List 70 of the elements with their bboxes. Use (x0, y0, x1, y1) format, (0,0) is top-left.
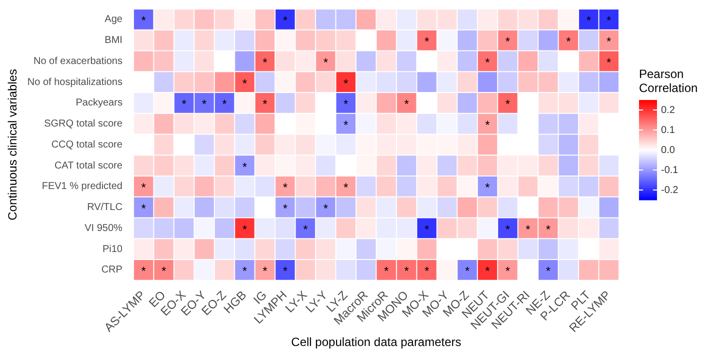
data-label: * (262, 264, 268, 278)
data-label: * (141, 264, 146, 278)
color-bar-label: -0.2 (661, 184, 679, 196)
y-tick-label: Pi10 (102, 244, 123, 255)
y-tick-label: CAT total score (54, 160, 123, 172)
data-label: * (505, 264, 510, 278)
data-label: * (586, 14, 592, 28)
data-label: * (344, 118, 349, 132)
color-bar-title: Pearson Correlation (639, 67, 698, 95)
data-label: * (344, 180, 349, 195)
data-label: * (384, 264, 390, 278)
color-bar-label: 0.2 (661, 104, 676, 116)
data-label: * (222, 97, 228, 112)
y-tick-label: Packyears (76, 98, 122, 109)
y-axis-title: Continuous clinical variables (6, 68, 20, 220)
y-tick-label: No of exacerbations (34, 56, 122, 67)
data-label: * (485, 118, 490, 132)
data-label: * (323, 55, 328, 70)
data-label: * (141, 180, 146, 195)
data-label: * (505, 97, 510, 112)
data-label: * (242, 222, 248, 236)
data-label: * (546, 222, 551, 236)
color-bar-label: 0.0 (661, 144, 676, 156)
data-label: * (182, 97, 187, 112)
data-label: * (282, 180, 288, 195)
data-label: * (464, 264, 470, 278)
data-label: * (606, 34, 612, 49)
data-label: * (303, 222, 308, 236)
data-label: * (242, 76, 248, 90)
data-label: * (526, 222, 531, 236)
data-label: * (161, 264, 166, 278)
data-label: * (262, 55, 268, 70)
data-label: * (424, 222, 430, 236)
data-label: * (606, 14, 612, 28)
data-label: * (566, 34, 572, 49)
y-tick-label: BMI (104, 35, 122, 46)
y-tick-label: FEV1 % predicted (42, 181, 122, 192)
data-label: * (282, 264, 288, 278)
data-label: * (282, 14, 288, 28)
data-label: * (505, 34, 510, 49)
data-label: * (485, 55, 490, 70)
data-label: * (202, 97, 207, 112)
data-label: * (344, 97, 349, 112)
y-tick-label: VI 950% (84, 222, 123, 234)
y-tick-label: CCQ total score (51, 139, 123, 150)
data-label: * (262, 97, 268, 112)
y-tick-label: No of hospitalizations (27, 76, 122, 88)
y-tick-label: RV/TLC (87, 202, 122, 214)
color-bar-label: -0.1 (661, 164, 679, 176)
data-label: * (344, 76, 349, 90)
data-label: * (404, 97, 410, 112)
color-bar-label: 0.1 (661, 124, 676, 136)
data-label: * (242, 160, 248, 174)
data-label: * (282, 202, 288, 216)
data-label: * (141, 202, 146, 216)
data-label: * (404, 264, 410, 278)
data-label: * (606, 55, 612, 70)
data-label: * (546, 264, 551, 278)
data-label: * (485, 180, 490, 195)
y-tick-label: SGRQ total score (44, 118, 123, 130)
data-label: * (505, 222, 510, 236)
data-label: * (242, 264, 248, 278)
data-label: * (424, 34, 430, 49)
data-label: * (323, 202, 328, 216)
data-label: * (485, 264, 490, 278)
x-axis-title: Cell population data parameters (291, 335, 462, 350)
y-tick-label: Age (104, 14, 123, 26)
data-label: * (141, 14, 146, 28)
data-label: * (424, 264, 430, 278)
y-tick-label: CRP (101, 264, 123, 276)
